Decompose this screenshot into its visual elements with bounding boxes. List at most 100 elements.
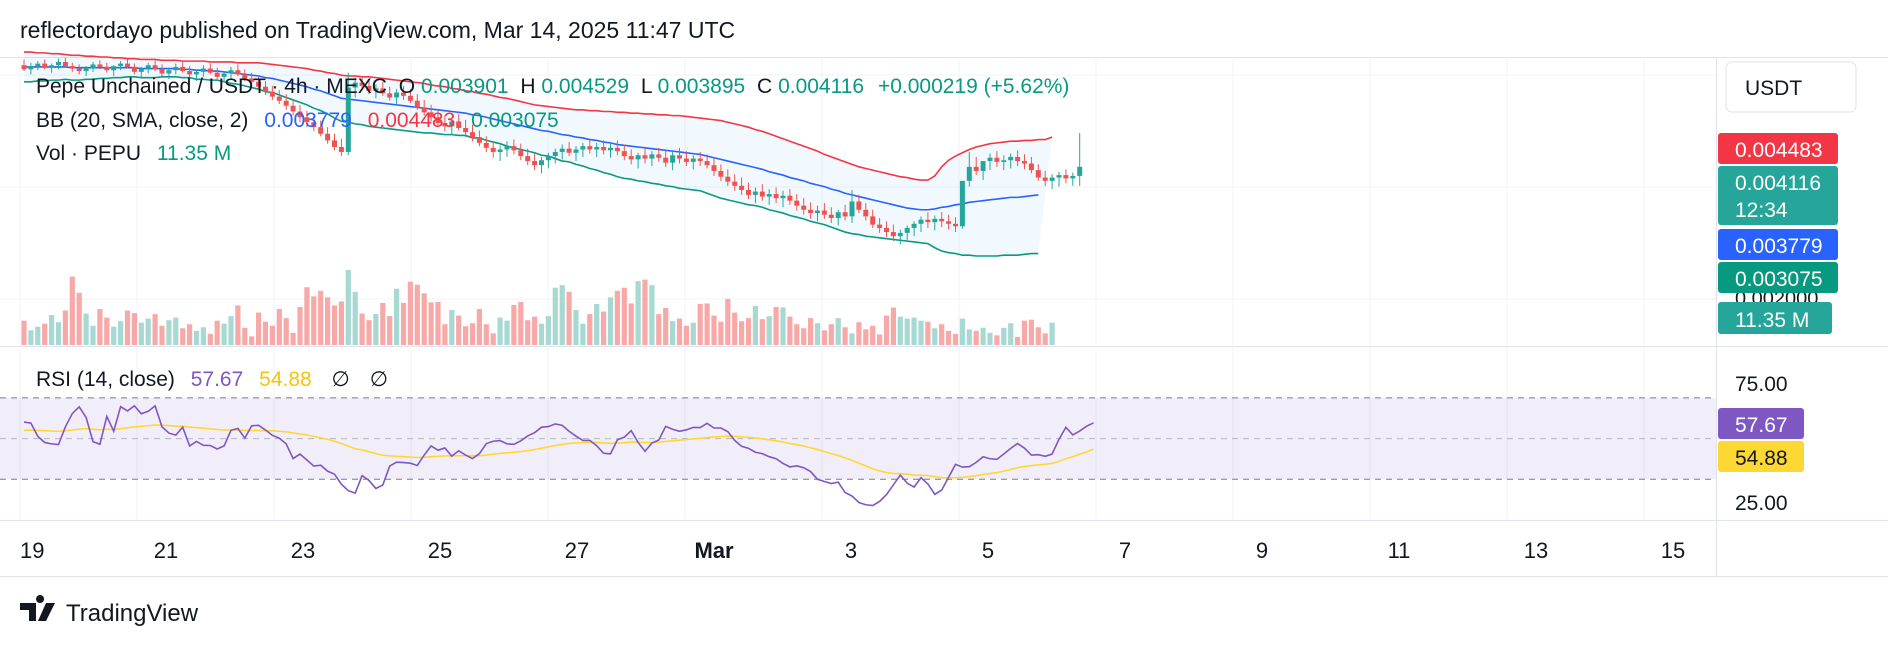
candle	[394, 89, 400, 105]
candle	[532, 153, 538, 171]
candle-body	[407, 95, 413, 101]
candle-body	[545, 156, 551, 161]
candle	[752, 187, 758, 204]
rsi-ma-value: 54.88	[259, 368, 312, 391]
volume-bar	[725, 298, 731, 345]
candle	[518, 143, 524, 161]
candle	[870, 209, 876, 228]
candle	[414, 94, 420, 110]
volume-bar	[932, 328, 938, 345]
volume-bar	[504, 320, 510, 345]
candle-body	[49, 65, 55, 68]
candle	[566, 142, 572, 157]
candle-body	[752, 191, 758, 195]
candle-body	[152, 65, 158, 70]
volume-bar	[1008, 323, 1014, 345]
candle-body	[166, 70, 172, 74]
candle-body	[766, 194, 772, 197]
candle	[366, 79, 372, 95]
volume-bar	[159, 325, 165, 345]
rsi-axis: 75.00 25.00 57.67 54.88	[1718, 373, 1804, 515]
candle	[263, 80, 268, 95]
candle-body	[76, 68, 82, 72]
candle-body	[739, 185, 745, 190]
svg-text:0.003075: 0.003075	[1735, 268, 1823, 291]
candle	[1035, 164, 1041, 181]
candle	[704, 154, 710, 169]
volume-bar	[601, 311, 607, 345]
volume-bar	[566, 291, 572, 345]
currency-label[interactable]: USDT	[1745, 77, 1802, 100]
volume-bar	[1035, 327, 1041, 345]
legend-bb-lower: 0.003075	[471, 109, 559, 132]
volume-bar	[414, 284, 420, 345]
candle	[573, 146, 579, 162]
volume-bar	[207, 333, 213, 345]
candle-body	[207, 68, 213, 73]
volume-bar	[276, 309, 282, 345]
volume-bar	[594, 303, 600, 345]
volume-bar	[959, 318, 965, 345]
badge-lower: 0.003075	[1718, 262, 1838, 293]
volume-bar	[456, 315, 462, 345]
candle	[994, 151, 1000, 167]
volume-bar	[242, 327, 248, 345]
candle-body	[1035, 170, 1041, 178]
candle-body	[925, 219, 931, 223]
candle	[125, 58, 130, 69]
candle	[711, 157, 717, 176]
candle	[656, 147, 662, 162]
volume-bar	[925, 321, 931, 345]
legend-h-value: 0.004529	[541, 75, 629, 98]
rsi-pane	[0, 397, 1716, 507]
rsi-ma-line	[23, 424, 1094, 479]
badge-close: 0.004116 12:34	[1718, 166, 1838, 225]
candle	[373, 84, 379, 99]
candle	[1042, 170, 1048, 186]
candle	[490, 141, 496, 158]
candle-body	[56, 61, 61, 66]
legend-l-label: L	[641, 75, 652, 98]
candle	[683, 151, 689, 166]
candle-body	[104, 66, 110, 71]
volume-bar	[352, 291, 358, 345]
rsi-legend: RSI (14, close) 57.67 54.88 ∅ ∅	[36, 368, 388, 391]
volume-bar	[587, 314, 593, 345]
candle	[939, 212, 945, 228]
candle	[559, 144, 565, 160]
candle	[904, 225, 910, 242]
badge-volume: 11.35 M	[1718, 302, 1832, 334]
candle	[90, 61, 96, 72]
candle-body	[690, 158, 696, 162]
candle-body	[856, 201, 862, 210]
candle-body	[131, 66, 137, 72]
currency-button[interactable]	[1725, 61, 1857, 113]
candle-body	[359, 82, 365, 86]
candle-body	[649, 154, 655, 159]
candle-body	[614, 147, 620, 152]
legend-h-label: H	[520, 75, 535, 98]
empty-icon-1: ∅	[332, 368, 350, 391]
candle	[953, 217, 958, 233]
candle-body	[732, 181, 738, 186]
volume-bar	[325, 297, 331, 345]
volume-bar	[421, 293, 427, 345]
candle-body	[470, 132, 475, 138]
volume-bar	[663, 308, 669, 345]
candle	[863, 203, 869, 221]
volume-bar	[877, 334, 883, 345]
candle	[539, 156, 544, 174]
candle-body	[849, 201, 855, 217]
candle	[214, 67, 220, 80]
candle-body	[711, 165, 717, 171]
volume-bar	[545, 316, 551, 345]
volume-bar	[628, 303, 634, 345]
candle	[718, 164, 724, 181]
badge-rsi-ma: 54.88	[1718, 441, 1804, 472]
volume-bar	[904, 318, 910, 345]
candle-body	[525, 156, 531, 162]
candle	[166, 68, 172, 80]
volume-bar	[428, 302, 434, 345]
candle	[525, 148, 531, 166]
candle	[470, 124, 475, 142]
